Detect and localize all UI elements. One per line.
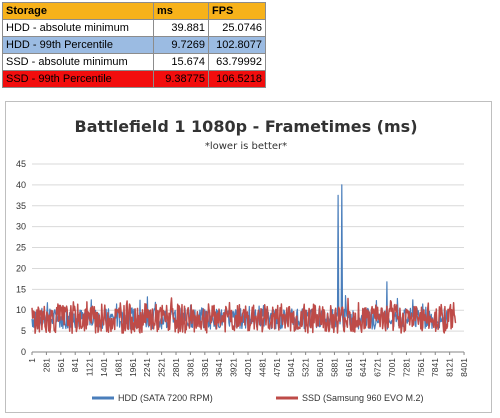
row-label: SSD - 99th Percentile: [2, 70, 154, 88]
legend-label: SSD (Samsung 960 EVO M.2): [302, 393, 424, 403]
y-tick-label: 45: [16, 159, 26, 169]
header-fps: FPS: [208, 2, 266, 20]
x-tick-label: 7001: [387, 358, 397, 377]
x-tick-label: 1: [27, 358, 37, 363]
x-tick-label: 8401: [459, 358, 469, 377]
x-tick-label: 5041: [286, 358, 296, 377]
row-fps: 106.5218: [208, 70, 266, 88]
x-tick-label: 3641: [214, 358, 224, 377]
y-tick-label: 30: [16, 222, 26, 232]
y-tick-label: 10: [16, 305, 26, 315]
x-tick-label: 5601: [315, 358, 325, 377]
legend-label: HDD (SATA 7200 RPM): [118, 393, 213, 403]
x-tick-label: 1121: [85, 358, 95, 377]
y-tick-label: 0: [21, 347, 26, 357]
table-row: SSD - 99th Percentile 9.38775 106.5218: [2, 70, 266, 88]
x-tick-label: 4201: [243, 358, 253, 377]
x-tick-label: 3921: [229, 358, 239, 377]
y-tick-label: 25: [16, 243, 26, 253]
x-tick-label: 561: [56, 358, 66, 372]
row-label: HDD - absolute minimum: [2, 19, 154, 37]
x-tick-label: 7561: [416, 358, 426, 377]
table-row: HDD - 99th Percentile 9.7269 102.8077: [2, 36, 266, 54]
row-fps: 102.8077: [208, 36, 266, 54]
x-tick-label: 7281: [401, 358, 411, 377]
x-tick-label: 1681: [113, 358, 123, 377]
stats-table: Storage ms FPS HDD - absolute minimum 39…: [2, 2, 266, 88]
row-fps: 63.79992: [208, 53, 266, 71]
header-ms: ms: [153, 2, 209, 20]
header-storage: Storage: [2, 2, 154, 20]
x-tick-label: 1401: [99, 358, 109, 377]
y-tick-label: 15: [16, 284, 26, 294]
row-label: HDD - 99th Percentile: [2, 36, 154, 54]
x-tick-label: 2521: [157, 358, 167, 377]
y-tick-label: 40: [16, 180, 26, 190]
x-tick-label: 6721: [373, 358, 383, 377]
row-ms: 9.38775: [153, 70, 209, 88]
x-tick-label: 4481: [257, 358, 267, 377]
table-row: SSD - absolute minimum 15.674 63.79992: [2, 53, 266, 71]
x-tick-label: 8121: [445, 358, 455, 377]
x-tick-label: 3081: [185, 358, 195, 377]
x-tick-label: 7841: [430, 358, 440, 377]
x-tick-label: 2241: [142, 358, 152, 377]
row-label: SSD - absolute minimum: [2, 53, 154, 71]
x-tick-label: 6441: [358, 358, 368, 377]
y-tick-label: 35: [16, 201, 26, 211]
series-line-ssd: [31, 297, 457, 334]
chart-frame: Battlefield 1 1080p - Frametimes (ms) *l…: [5, 101, 492, 413]
frametime-chart: Battlefield 1 1080p - Frametimes (ms) *l…: [16, 117, 469, 403]
table-header-row: Storage ms FPS: [2, 2, 266, 20]
row-fps: 25.0746: [208, 19, 266, 37]
chart-title: Battlefield 1 1080p - Frametimes (ms): [75, 117, 418, 136]
x-tick-label: 2801: [171, 358, 181, 377]
y-tick-label: 5: [21, 326, 26, 336]
row-ms: 15.674: [153, 53, 209, 71]
x-tick-label: 841: [70, 358, 80, 372]
y-tick-label: 20: [16, 263, 26, 273]
row-ms: 39.881: [153, 19, 209, 37]
x-tick-label: 281: [41, 358, 51, 372]
x-tick-label: 1961: [128, 358, 138, 377]
x-tick-label: 6161: [344, 358, 354, 377]
x-tick-label: 4761: [272, 358, 282, 377]
row-ms: 9.7269: [153, 36, 209, 54]
chart-subtitle: *lower is better*: [205, 141, 287, 152]
x-tick-label: 3361: [200, 358, 210, 377]
x-tick-label: 5321: [301, 358, 311, 377]
x-tick-label: 5881: [329, 358, 339, 377]
table-row: HDD - absolute minimum 39.881 25.0746: [2, 19, 266, 37]
